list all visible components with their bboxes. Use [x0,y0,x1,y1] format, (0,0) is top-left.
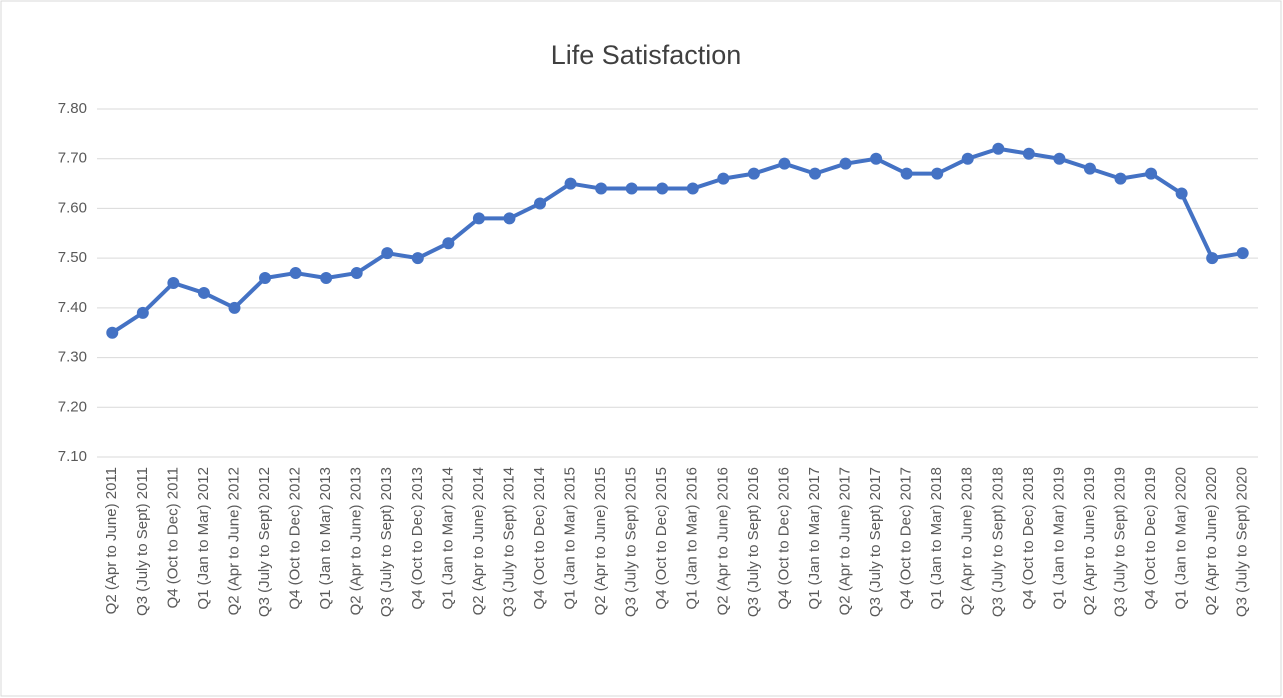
chart-title: Life Satisfaction [551,40,742,70]
marker [931,167,944,180]
x-tick-label: Q2 (Apr to June) 2011 [103,467,120,614]
x-tick-label: Q4 (Oct to Dec) 2011 [164,467,181,608]
marker [350,267,363,280]
marker [747,167,760,180]
marker [1206,252,1219,265]
marker [1145,167,1158,180]
marker [1114,172,1127,185]
marker [625,182,638,195]
x-tick-label: Q1 (Jan to Mar) 2018 [928,467,945,610]
x-tick-label: Q3 (July to Sept) 2012 [256,467,273,617]
marker [442,237,455,250]
x-tick-label: Q3 (July to Sept) 2016 [745,467,762,617]
y-tick-label: 7.40 [58,299,87,316]
marker [1236,247,1249,260]
x-tick-label: Q4 (Oct to Dec) 2013 [409,467,426,610]
x-tick-label: Q4 (Oct to Dec) 2017 [898,467,915,610]
marker [289,267,302,280]
x-tick-label: Q4 (Oct to Dec) 2012 [287,467,304,610]
marker [564,177,577,190]
marker [717,172,730,185]
marker [106,326,119,339]
marker [686,182,699,195]
x-tick-label: Q2 (Apr to June) 2017 [837,467,854,615]
marker [259,272,272,285]
x-tick-label: Q1 (Jan to Mar) 2013 [317,467,334,610]
y-tick-label: 7.10 [58,448,87,465]
x-tick-label: Q1 (Jan to Mar) 2014 [439,467,456,610]
x-tick-label: Q1 (Jan to Mar) 2015 [562,467,579,610]
marker [320,272,333,285]
x-tick-label: Q3 (July to Sept) 2011 [134,467,151,616]
marker [839,157,852,170]
y-tick-label: 7.50 [58,249,87,266]
x-tick-label: Q2 (Apr to June) 2018 [959,467,976,615]
marker [778,157,791,170]
x-tick-label: Q3 (July to Sept) 2018 [989,467,1006,617]
x-tick-label: Q2 (Apr to June) 2012 [225,467,242,615]
y-tick-label: 7.70 [58,150,87,167]
x-tick-label: Q4 (Oct to Dec) 2016 [775,467,792,610]
x-tick-label: Q2 (Apr to June) 2020 [1203,467,1220,615]
x-tick-label: Q1 (Jan to Mar) 2016 [684,467,701,610]
marker [900,167,913,180]
marker [1053,152,1066,165]
x-tick-label: Q1 (Jan to Mar) 2020 [1173,467,1190,610]
marker [1175,187,1188,200]
marker [1083,162,1096,175]
x-tick-label: Q3 (July to Sept) 2013 [378,467,395,617]
marker [534,197,547,210]
x-tick-label: Q3 (July to Sept) 2014 [500,467,517,617]
marker [992,142,1005,155]
x-tick-label: Q4 (Oct to Dec) 2015 [653,467,670,610]
x-tick-label: Q4 (Oct to Dec) 2014 [531,467,548,610]
x-tick-label: Q1 (Jan to Mar) 2019 [1050,467,1067,610]
x-tick-label: Q1 (Jan to Mar) 2012 [195,467,212,610]
marker [503,212,516,225]
marker [197,286,210,299]
x-tick-label: Q1 (Jan to Mar) 2017 [806,467,823,610]
x-tick-label: Q2 (Apr to June) 2013 [348,467,365,615]
marker [228,301,241,314]
marker [595,182,608,195]
y-tick-label: 7.80 [58,100,87,117]
x-tick-label: Q4 (Oct to Dec) 2019 [1142,467,1159,610]
marker [472,212,485,225]
marker [961,152,974,165]
x-tick-label: Q2 (Apr to June) 2016 [714,467,731,615]
x-tick-label: Q4 (Oct to Dec) 2018 [1020,467,1037,610]
y-tick-label: 7.30 [58,349,87,366]
marker [136,306,149,319]
marker [656,182,669,195]
marker [167,277,180,289]
marker [411,252,424,265]
marker [870,152,883,165]
marker [1022,147,1035,160]
x-tick-label: Q2 (Apr to June) 2019 [1081,467,1098,615]
x-tick-label: Q3 (July to Sept) 2019 [1111,467,1128,617]
x-tick-label: Q3 (July to Sept) 2017 [867,467,884,617]
x-tick-label: Q2 (Apr to June) 2015 [592,467,609,615]
x-tick-label: Q3 (July to Sept) 2020 [1234,467,1251,617]
marker [808,167,821,180]
x-tick-label: Q3 (July to Sept) 2015 [623,467,640,617]
x-tick-label: Q2 (Apr to June) 2014 [470,467,487,615]
y-tick-label: 7.20 [58,398,87,415]
marker [381,247,394,260]
y-tick-label: 7.60 [58,199,87,216]
